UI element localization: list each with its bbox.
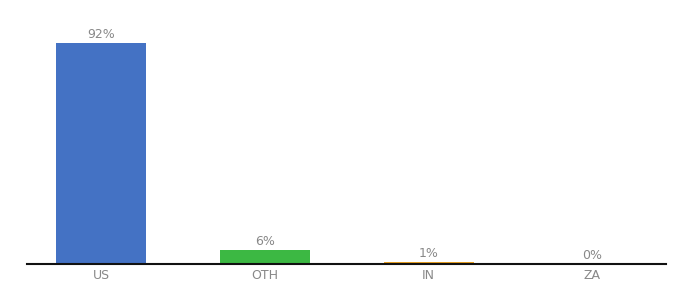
Bar <box>56 43 146 264</box>
Text: 0%: 0% <box>582 249 602 262</box>
Text: 92%: 92% <box>88 28 115 41</box>
Text: 6%: 6% <box>255 235 275 248</box>
Bar <box>384 262 474 264</box>
Bar <box>220 250 310 264</box>
Text: 1%: 1% <box>419 247 439 260</box>
